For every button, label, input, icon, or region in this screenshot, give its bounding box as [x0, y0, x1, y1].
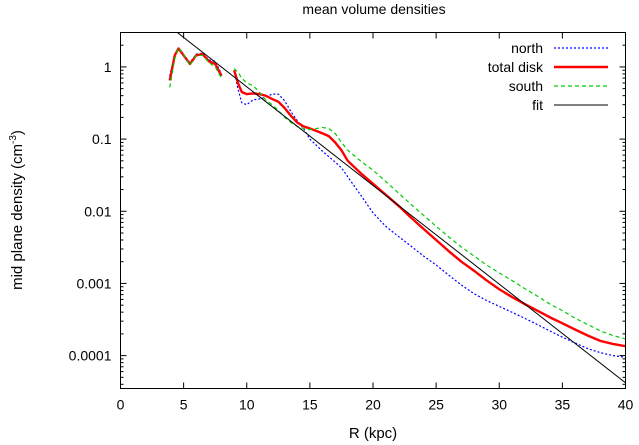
series-line-north — [233, 70, 626, 358]
x-tick-label: 30 — [491, 397, 507, 413]
series-fit — [177, 32, 626, 384]
x-tick-label: 40 — [618, 397, 634, 413]
y-tick-label: 0.0001 — [69, 348, 112, 364]
legend: north total disk south fit — [488, 40, 608, 113]
legend-label-south: south — [509, 78, 543, 94]
x-tick-label: 10 — [239, 397, 255, 413]
chart-title: mean volume densities — [302, 1, 445, 17]
plot-area — [168, 32, 626, 384]
x-tick-label: 35 — [555, 397, 571, 413]
series-line-south — [169, 47, 223, 88]
x-tick-label: 5 — [180, 397, 188, 413]
plot-frame — [120, 32, 626, 389]
series-line-south — [233, 68, 626, 340]
series-north — [169, 48, 626, 358]
y-tick-label: 0.001 — [76, 275, 111, 291]
y-tick-label: 0.1 — [92, 131, 112, 147]
x-axis-label: R (kpc) — [349, 425, 397, 442]
legend-label-north: north — [511, 40, 543, 56]
y-tick-label: 1 — [104, 59, 112, 75]
x-tick-label: 15 — [302, 397, 318, 413]
x-tick-label: 0 — [117, 397, 125, 413]
y-tick-label: 0.01 — [84, 203, 111, 219]
y-axis-label-superscript: -3 — [8, 135, 19, 144]
y-axis-label-main: mid plane density (cm — [9, 144, 26, 290]
x-tick-label: 25 — [428, 397, 444, 413]
series-line-fit — [177, 32, 626, 384]
series-south — [169, 47, 626, 340]
x-axis: 0 5 10 15 20 25 30 35 40 — [117, 32, 634, 413]
x-tick-label: 20 — [365, 397, 381, 413]
series-line-total-disk — [232, 69, 626, 348]
series-line-total-disk — [168, 47, 223, 81]
y-axis-label-close: ) — [9, 130, 26, 135]
y-axis-label: mid plane density (cm-3) — [8, 130, 26, 290]
legend-label-total-disk: total disk — [488, 59, 544, 75]
legend-label-fit: fit — [532, 97, 543, 113]
series-total-disk — [168, 47, 626, 348]
y-axis: 0.0001 0.001 0.01 0.1 1 — [69, 32, 626, 385]
